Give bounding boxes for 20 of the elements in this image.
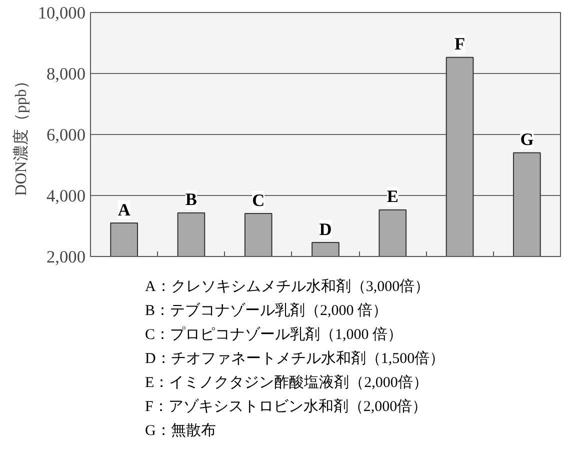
text: C：プロピコナゾール乳剤（1,000 倍） (145, 325, 404, 345)
text: D：チオファネートメチル水和剤（1,500倍） (145, 350, 445, 369)
y-tick-label: 4,000 (46, 186, 86, 206)
text: E：イミノクタジン酢酸塩液剤（2,000倍） (145, 374, 429, 393)
text: F：アゾキシストロビン水和剤（2,000倍） (145, 398, 428, 417)
x-tick-label: G (520, 130, 534, 150)
x-tick-label: E (386, 187, 398, 206)
text: A：クレソキシムメチル水和剤（3,000倍） (145, 278, 431, 297)
y-tick-label: 2,000 (46, 248, 86, 266)
y-tick-label: 8,000 (46, 64, 86, 84)
y-axis-title: DON濃度（ppb） (12, 73, 30, 196)
text: B：テブコナゾール乳剤（2,000 倍） (145, 302, 389, 321)
y-tick-label: 10,000 (38, 4, 86, 22)
x-tick-label: F (454, 34, 466, 54)
x-tick-label: D (319, 220, 332, 239)
x-tick-label: A (118, 200, 131, 220)
x-tick-label: B (185, 190, 198, 210)
y-tick-label: 6,000 (46, 126, 86, 144)
text: G：無散布 (145, 422, 217, 441)
x-tick-label: C (252, 190, 265, 210)
